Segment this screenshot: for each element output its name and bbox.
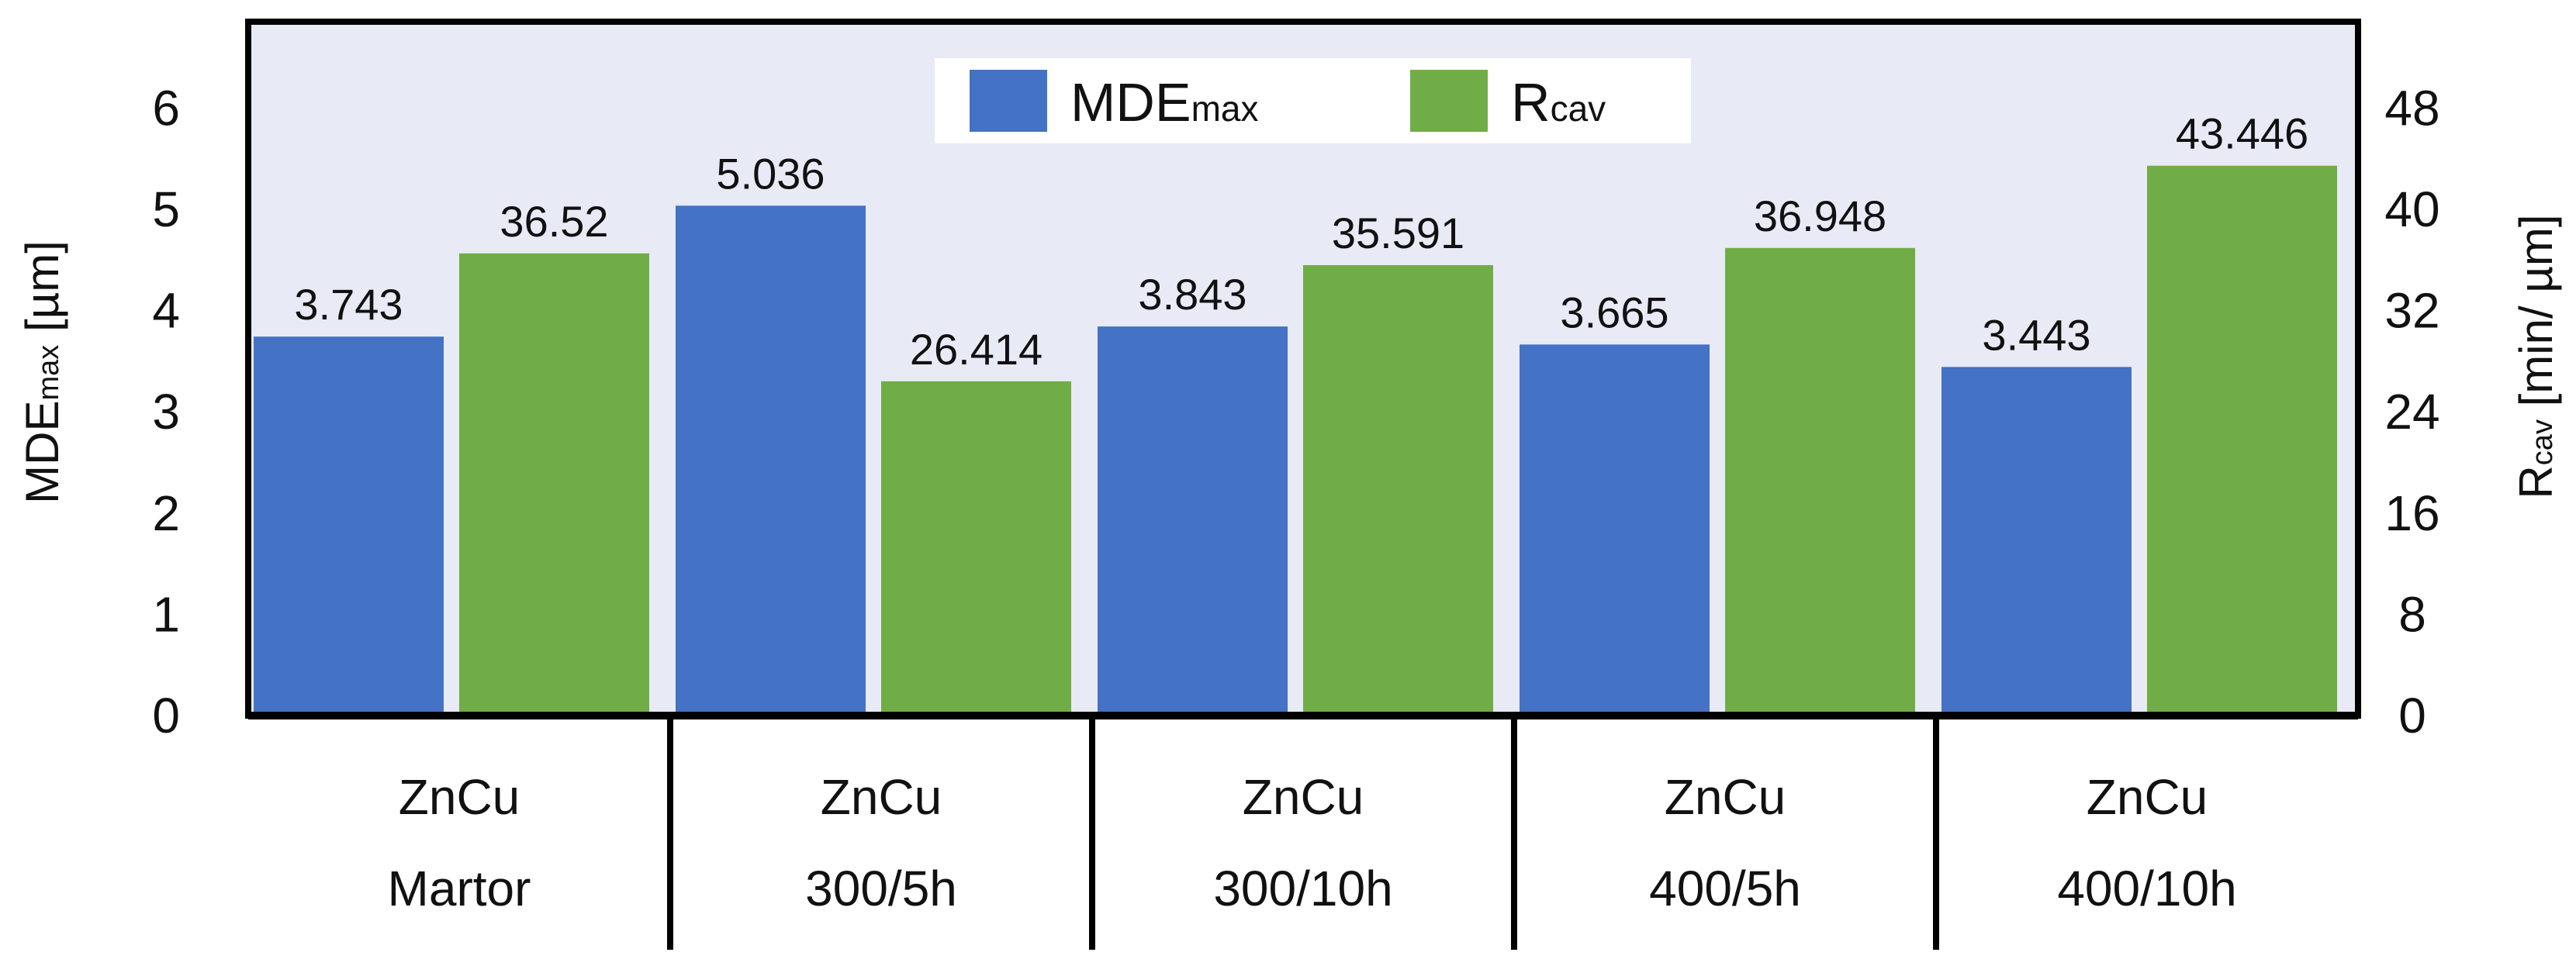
- data-label-rcav-2: 35.591: [1332, 209, 1464, 257]
- data-label-mde-1: 5.036: [716, 149, 825, 198]
- right-tick-0: 0: [2398, 688, 2426, 744]
- bar-mde-1: [676, 205, 866, 716]
- legend-swatch-mde: [970, 70, 1047, 132]
- data-label-rcav-1: 26.414: [910, 325, 1043, 374]
- left-tick-6: 6: [152, 80, 180, 136]
- right-tick-8: 8: [2398, 586, 2426, 642]
- category-label-2-line-0: ZnCu: [1243, 769, 1364, 825]
- data-label-rcav-0: 36.52: [500, 197, 608, 246]
- legend-label-mde-sub: max: [1191, 88, 1259, 129]
- legend-label-mde: MDEmax: [1070, 72, 1258, 133]
- category-label-1-line-1: 300/5h: [805, 861, 957, 916]
- left-axis-label-main: MDE: [16, 401, 68, 504]
- data-label-mde-0: 3.743: [294, 280, 403, 329]
- left-axis-label-unit: [µm]: [16, 240, 68, 345]
- bar-rcav-3: [1725, 247, 1915, 716]
- data-label-rcav-3: 36.948: [1754, 191, 1886, 240]
- data-label-mde-3: 3.665: [1560, 288, 1668, 336]
- left-tick-0: 0: [152, 688, 180, 744]
- data-label-rcav-4: 43.446: [2176, 109, 2308, 158]
- right-axis-label: Rcav [min/ µm]: [2510, 214, 2562, 499]
- data-labels-group: 3.743 5.036 3.843 3.665 3.443 36.52 26.414 35.5…: [294, 109, 2308, 374]
- data-label-mde-2: 3.843: [1138, 270, 1247, 319]
- bar-rcav-4: [2147, 165, 2337, 716]
- left-tick-1: 1: [152, 586, 180, 642]
- category-label-4-line-0: ZnCu: [2087, 769, 2208, 825]
- legend-label-rcav-main: R: [1511, 72, 1551, 133]
- left-tick-5: 5: [152, 181, 180, 237]
- right-tick-40: 40: [2384, 181, 2439, 237]
- legend-background: [935, 58, 1691, 143]
- category-label-0-line-1: Martor: [388, 861, 531, 916]
- right-tick-32: 32: [2384, 283, 2439, 339]
- right-axis-label-unit: [min/ µm]: [2510, 214, 2562, 419]
- data-label-mde-4: 3.443: [1982, 310, 2090, 359]
- category-label-1-line-0: ZnCu: [821, 769, 942, 825]
- legend: MDEmax Rcav: [935, 58, 1691, 143]
- bar-mde-0: [254, 336, 444, 716]
- category-label-0-line-0: ZnCu: [399, 769, 520, 825]
- legend-swatch-rcav: [1410, 70, 1488, 132]
- right-axis-label-main: R: [2510, 465, 2562, 499]
- category-label-2-line-1: 300/10h: [1213, 861, 1392, 916]
- left-tick-2: 2: [152, 485, 180, 541]
- left-axis-label-sub: max: [33, 345, 65, 401]
- legend-label-rcav-sub: cav: [1551, 88, 1606, 129]
- right-tick-24: 24: [2384, 384, 2439, 440]
- right-axis-label-sub: cav: [2526, 419, 2559, 465]
- left-y-ticks: 0 1 2 3 4 5 6: [152, 80, 180, 744]
- right-y-ticks: 0 8 16 24 32 40 48: [2384, 80, 2439, 744]
- category-label-3-line-0: ZnCu: [1665, 769, 1786, 825]
- right-tick-16: 16: [2384, 485, 2439, 541]
- left-tick-3: 3: [152, 384, 180, 440]
- category-labels: ZnCu Martor ZnCu 300/5h ZnCu 300/10h ZnCu 400/5…: [388, 769, 2237, 916]
- left-tick-4: 4: [152, 283, 180, 339]
- bar-rcav-0: [459, 253, 649, 716]
- bar-mde-2: [1098, 326, 1288, 716]
- category-separators: [667, 716, 1939, 950]
- bar-mde-4: [1942, 367, 2132, 716]
- right-tick-48: 48: [2384, 80, 2439, 136]
- bars-group: [254, 165, 2337, 716]
- category-label-3-line-1: 400/5h: [1649, 861, 1801, 916]
- bar-rcav-1: [881, 381, 1071, 716]
- bar-mde-3: [1520, 344, 1710, 716]
- legend-label-mde-main: MDE: [1070, 72, 1191, 133]
- left-axis-label: MDEmax [µm]: [16, 240, 68, 504]
- category-label-4-line-1: 400/10h: [2057, 861, 2236, 916]
- legend-label-rcav: Rcav: [1511, 72, 1606, 133]
- bar-rcav-2: [1303, 264, 1493, 716]
